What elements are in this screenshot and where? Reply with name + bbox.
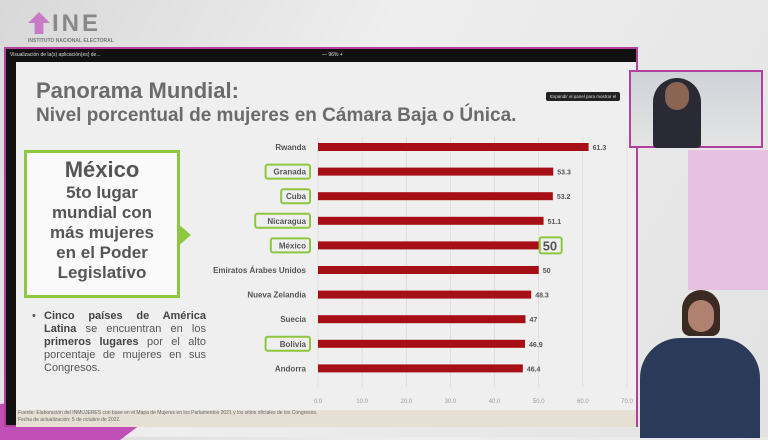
- bar: [318, 266, 539, 274]
- window-title-bar: Visualización de la(s) aplicación(es) de…: [6, 49, 636, 61]
- bar: [318, 167, 554, 176]
- data-label: 46.9: [529, 342, 543, 349]
- logo-text: INE: [52, 10, 102, 37]
- decor-shape: [688, 150, 768, 290]
- data-label: 50: [543, 268, 551, 275]
- callout-line: 5to lugar: [66, 183, 138, 202]
- callout-line: México: [64, 157, 140, 182]
- slide-title: Panorama Mundial:: [36, 78, 239, 103]
- x-tick-label: 60.0: [577, 399, 589, 405]
- x-tick-label: 40.0: [489, 399, 501, 405]
- category-label: Nueva Zelandia: [247, 291, 306, 300]
- data-label: 47: [529, 317, 537, 324]
- slide: Panorama Mundial: Nivel porcentual de mu…: [16, 62, 636, 427]
- category-label: México: [279, 241, 306, 250]
- bullet-text: se encuentran en los: [76, 323, 206, 335]
- slide-subtitle: Nivel porcentual de mujeres en Cámara Ba…: [36, 105, 517, 126]
- data-label: 53.3: [557, 170, 571, 177]
- highlight-box: [264, 335, 312, 352]
- highlight-box: [264, 163, 312, 180]
- category-label: Andorra: [275, 364, 307, 373]
- x-tick-label: 70.0: [621, 399, 633, 405]
- window-title: Visualización de la(s) aplicación(es) de…: [10, 52, 101, 58]
- bullet-bold: primeros lugares: [44, 336, 139, 348]
- callout-line: mundial con: [51, 203, 153, 222]
- x-tick-label: 10.0: [356, 399, 368, 405]
- category-label: Rwanda: [275, 143, 306, 152]
- callout-line: más mujeres: [50, 223, 154, 242]
- category-label: Granada: [274, 168, 307, 177]
- highlight-box: [269, 237, 312, 254]
- callout-line: en el Poder: [56, 243, 148, 262]
- presenter-video: [629, 70, 763, 148]
- data-label: 48.3: [535, 293, 549, 300]
- logo-subtitle: INSTITUTO NACIONAL ELECTORAL: [28, 38, 114, 44]
- data-label: 46.4: [527, 366, 541, 373]
- x-tick-label: 20.0: [400, 399, 412, 405]
- bar: [318, 339, 526, 348]
- bar-chart: 0.0 10.0 20.0 30.0 40.0 50.0 60.0 70.0 Rwanda 61.…: [213, 137, 633, 405]
- data-label: 50: [543, 238, 557, 253]
- source-text: Fuente: Elaboración del INMUJERES con ba…: [18, 410, 318, 416]
- data-label: 51.1: [548, 219, 562, 226]
- bullet-text: por el alto porcentaje de mujeres en sus…: [44, 336, 206, 374]
- bar: [318, 241, 539, 250]
- callout-line: Legislativo: [57, 263, 147, 282]
- expand-panel-tooltip[interactable]: Expandir el panel para mostrar el: [546, 92, 621, 101]
- highlight-box: [280, 188, 312, 205]
- category-label: Cuba: [286, 192, 307, 201]
- ine-logo-icon: [28, 12, 50, 34]
- footer-source: Fuente: Elaboración del INMUJERES con ba…: [16, 410, 636, 427]
- mexico-callout: México 5to lugar mundial con más mujeres…: [24, 150, 191, 298]
- x-tick-label: 50.0: [533, 399, 545, 405]
- data-label: 61.3: [593, 145, 607, 152]
- bar: [318, 192, 553, 201]
- bar: [318, 143, 589, 151]
- bar: [318, 364, 523, 373]
- updated-text: Fecha de actualización: 5 de octubre de …: [18, 417, 121, 423]
- category-label: Bolivia: [280, 340, 307, 349]
- category-label: Emiratos Árabes Unidos: [213, 266, 306, 275]
- highlight-box: [254, 212, 311, 229]
- zoom-control[interactable]: — 96% +: [322, 52, 343, 58]
- bar: [318, 216, 544, 225]
- bullet-note: Cinco países de América Latina se encuen…: [30, 310, 206, 375]
- category-label: Nicaragua: [267, 217, 306, 226]
- category-label: Suecia: [280, 315, 306, 324]
- sign-language-interpreter-video: [640, 290, 760, 438]
- shared-screen-window: Visualización de la(s) aplicación(es) de…: [4, 47, 638, 427]
- x-tick-label: 0.0: [314, 399, 323, 405]
- bar: [318, 290, 532, 299]
- bullet-bold: Cinco países de América Latina: [44, 310, 206, 335]
- bar: [318, 315, 526, 324]
- data-label: 53.2: [557, 194, 571, 201]
- highlight-box: [538, 236, 563, 255]
- x-tick-label: 30.0: [445, 399, 457, 405]
